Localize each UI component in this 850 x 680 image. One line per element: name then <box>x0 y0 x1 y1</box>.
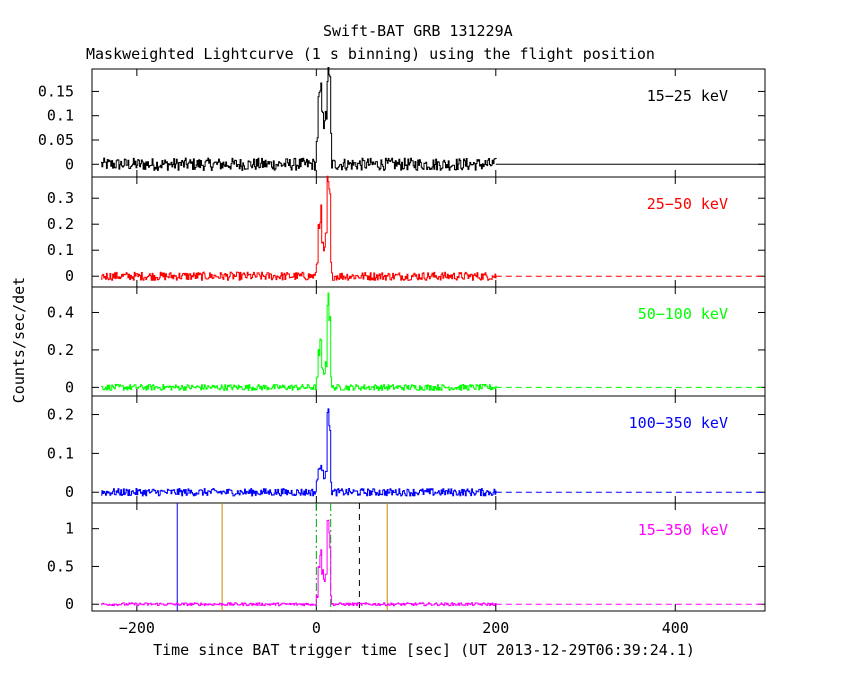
panel-4: 0 0.5 1 15−350 keV <box>47 502 766 613</box>
panel-frame <box>91 502 766 612</box>
y-tick-label: 0 <box>65 595 74 613</box>
panel-0: 0 0.05 0.1 0.15 15−25 keV <box>38 67 766 178</box>
y-tick-label: 0.2 <box>47 215 74 233</box>
panels: 0 0.05 0.1 0.15 15−25 keV 0 0.1 0.2 0.3 25−50 keV… <box>38 67 766 613</box>
series-line <box>101 67 497 171</box>
series-line <box>101 408 497 497</box>
y-tick-label: 0 <box>65 155 74 173</box>
y-axis-label: Counts/sec/det <box>10 277 28 403</box>
x-axis: −200 0 200 400 <box>119 619 689 637</box>
y-tick-label: 0.5 <box>47 557 74 575</box>
chart-subtitle: Maskweighted Lightcurve (1 s binning) us… <box>86 45 655 63</box>
y-tick-label: 0 <box>65 483 74 501</box>
y-tick-label: 0.05 <box>38 131 74 149</box>
chart-title: Swift-BAT GRB 131229A <box>323 22 513 40</box>
y-tick-label: 0.1 <box>47 107 74 125</box>
y-tick-label: 0.15 <box>38 82 74 100</box>
x-tick-label: −200 <box>119 619 155 637</box>
y-tick-label: 0.2 <box>47 406 74 424</box>
x-tick-label: 200 <box>482 619 509 637</box>
y-tick-label: 1 <box>65 520 74 538</box>
x-tick-label: 0 <box>312 619 321 637</box>
panel-3: 0 0.1 0.2 100−350 keV <box>47 395 766 504</box>
y-tick-label: 0.4 <box>47 303 74 321</box>
band-label: 100−350 keV <box>629 414 728 432</box>
band-label: 15−350 keV <box>638 521 728 539</box>
panel-frame <box>91 286 766 397</box>
y-tick-label: 0.1 <box>47 444 74 462</box>
panel-frame <box>91 176 766 288</box>
band-label: 25−50 keV <box>647 195 728 213</box>
series-line <box>101 519 497 607</box>
band-label: 50−100 keV <box>638 305 728 323</box>
panel-frame <box>91 395 766 504</box>
y-tick-label: 0.3 <box>47 189 74 207</box>
x-tick-label: 400 <box>662 619 689 637</box>
panel-1: 0 0.1 0.2 0.3 25−50 keV <box>47 175 766 288</box>
x-axis-label: Time since BAT trigger time [sec] (UT 20… <box>153 641 695 659</box>
series-line <box>101 292 497 391</box>
series-line <box>101 175 497 281</box>
y-tick-label: 0 <box>65 378 74 396</box>
band-label: 15−25 keV <box>647 87 728 105</box>
panel-2: 0 0.2 0.4 50−100 keV <box>47 286 766 397</box>
y-tick-label: 0 <box>65 267 74 285</box>
y-tick-label: 0.2 <box>47 341 74 359</box>
y-tick-label: 0.1 <box>47 241 74 259</box>
